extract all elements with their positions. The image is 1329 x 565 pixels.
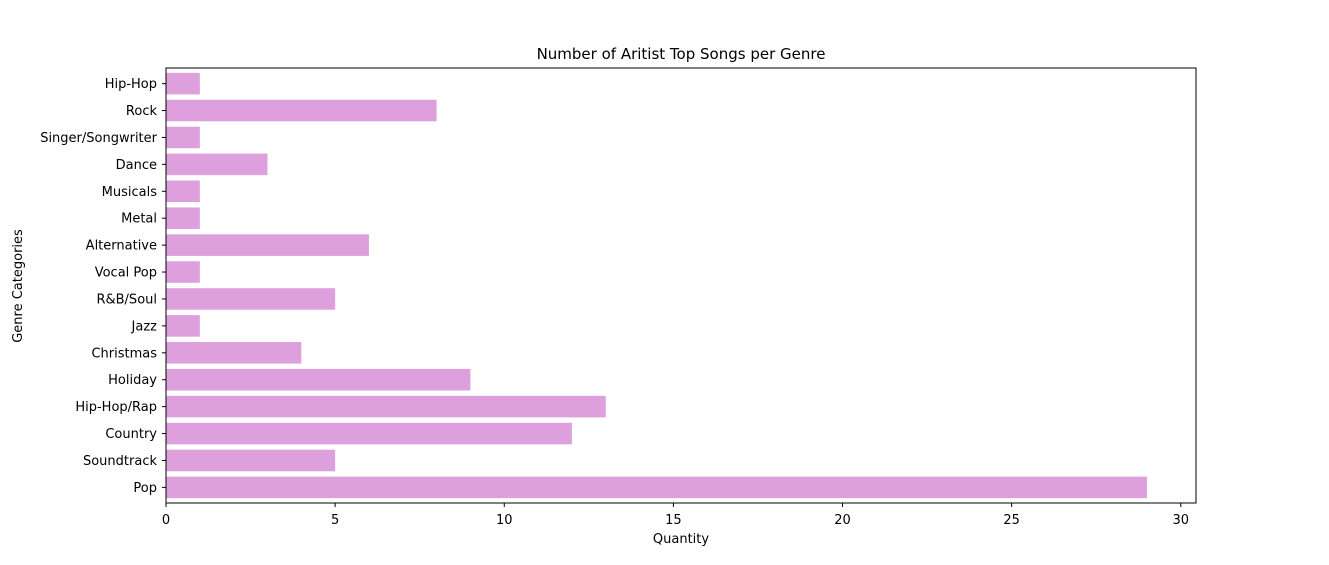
bar-dance — [166, 153, 268, 176]
y-tick-label: Rock — [126, 104, 158, 119]
x-tick-label: 20 — [834, 513, 851, 528]
chart-title: Number of Aritist Top Songs per Genre — [537, 45, 826, 63]
y-tick-label: Pop — [133, 481, 157, 496]
y-tick-label: Country — [105, 427, 157, 442]
y-tick-label: Christmas — [91, 346, 157, 361]
y-tick-label: Jazz — [131, 319, 158, 334]
bar-pop — [166, 476, 1147, 499]
x-tick-label: 0 — [162, 513, 170, 528]
x-tick-label: 15 — [665, 513, 682, 528]
bar-r-b-soul — [166, 288, 336, 310]
y-tick-label: Vocal Pop — [95, 266, 157, 281]
x-axis-ticks: 0 5 10 15 20 25 30 — [162, 503, 1189, 528]
y-tick-label: Soundtrack — [83, 454, 157, 469]
y-tick-label: Hip-Hop — [105, 77, 157, 92]
bar-singer-songwriter — [166, 126, 200, 149]
bar-rock — [166, 99, 437, 122]
y-tick-label: Metal — [121, 212, 157, 227]
x-tick-label: 5 — [331, 513, 339, 528]
x-tick-label: 30 — [1173, 513, 1190, 528]
y-tick-label: Alternative — [86, 239, 157, 254]
y-tick-label: Singer/Songwriter — [40, 131, 157, 146]
y-tick-label: Dance — [116, 158, 157, 173]
bar-jazz — [166, 315, 200, 337]
bar-metal — [166, 207, 200, 229]
bar-country — [166, 422, 572, 445]
plot-frame — [165, 67, 1197, 504]
bars-group — [166, 72, 1147, 499]
y-axis-ticks: Pop Soundtrack Country Hip-Hop/Rap Holiday Ch… — [40, 77, 166, 496]
bar-vocal-pop — [166, 261, 200, 283]
bar-christmas — [166, 342, 302, 364]
bar-musicals — [166, 180, 200, 203]
y-tick-label: Hip-Hop/Rap — [75, 400, 157, 415]
x-axis-label: Quantity — [653, 532, 709, 547]
bar-holiday — [166, 368, 471, 391]
bar-hip-hop-rap — [166, 395, 606, 418]
bar-hip-hop — [166, 72, 200, 95]
y-tick-label: Musicals — [102, 185, 158, 200]
bar-alternative — [166, 234, 369, 256]
y-tick-label: R&B/Soul — [96, 292, 157, 307]
x-tick-label: 10 — [496, 513, 513, 528]
bar-soundtrack — [166, 449, 336, 472]
x-tick-label: 25 — [1003, 513, 1020, 528]
y-axis-label: Genre Categories — [11, 229, 26, 343]
y-tick-label: Holiday — [108, 373, 157, 388]
